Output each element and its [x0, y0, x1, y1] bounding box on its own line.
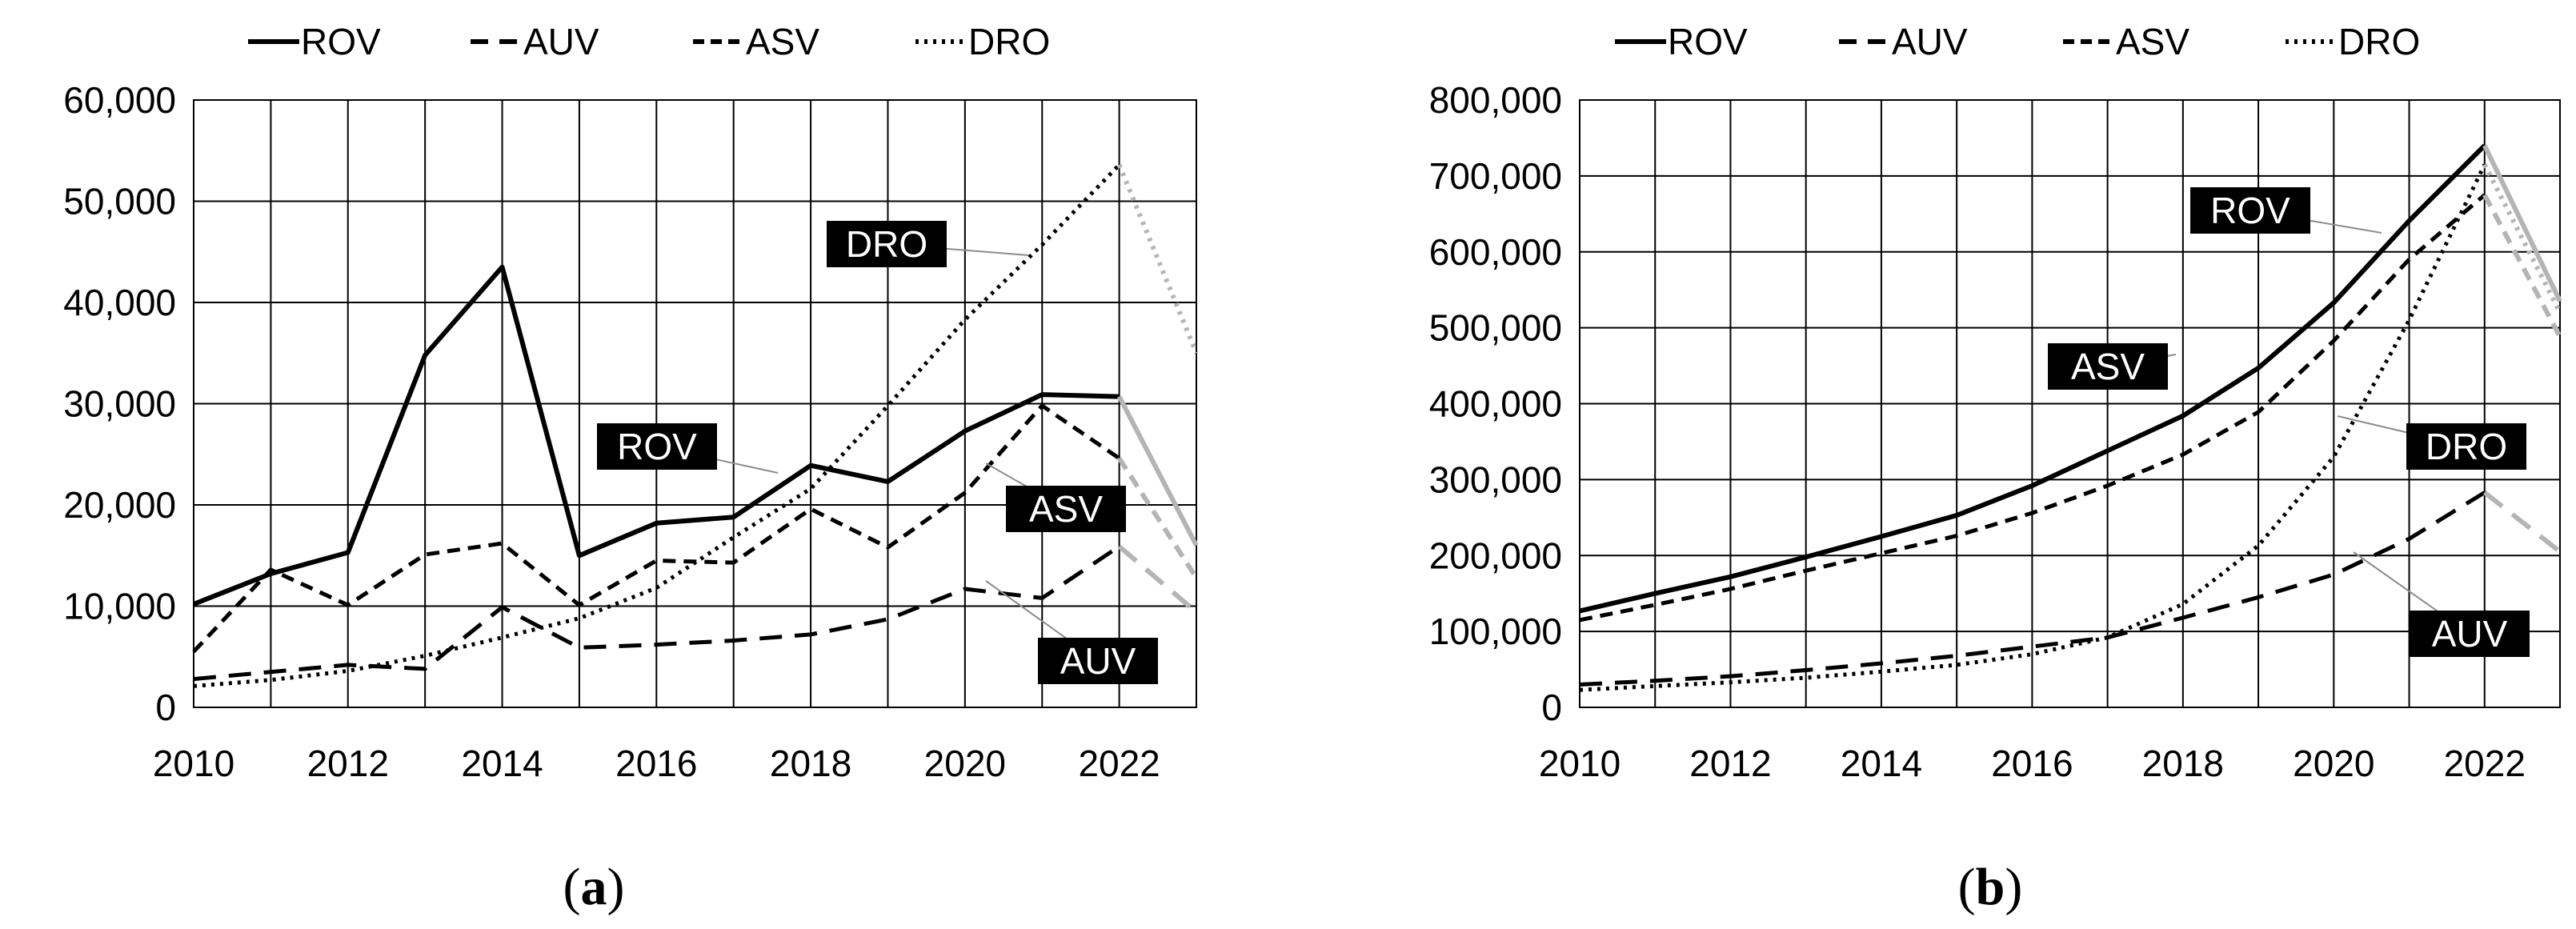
callout-box-rov [597, 423, 717, 470]
series-forecast-rov [1116, 395, 1199, 547]
callout-box-asv [1006, 486, 1126, 532]
y-tick-label: 600,000 [1429, 231, 1562, 273]
callout-box-rov [2190, 187, 2310, 234]
legend-label-auv: AUV [523, 21, 599, 62]
plot-frame [1579, 99, 2561, 708]
x-tick-label: 2010 [153, 743, 234, 784]
x-tick-label: 2016 [1991, 743, 2073, 784]
y-tick-label: 300,000 [1429, 458, 1562, 500]
legend-label-dro: DRO [968, 21, 1050, 62]
caption-b: (b) [1958, 858, 2023, 916]
legend-label-asv: ASV [2116, 21, 2189, 62]
legend-label-dro: DRO [2338, 21, 2420, 62]
callout-label-auv: AUV [1060, 640, 1136, 682]
y-tick-label: 400,000 [1429, 383, 1562, 425]
y-tick-label: 10,000 [63, 586, 176, 627]
series-forecast-rov [2482, 144, 2562, 302]
legend-label-auv: AUV [1892, 21, 1968, 62]
y-tick-label: 30,000 [63, 383, 176, 425]
x-tick-label: 2020 [924, 743, 1006, 784]
x-tick-label: 2012 [307, 743, 389, 784]
x-tick-label: 2022 [2444, 743, 2526, 784]
plot-frame [193, 99, 1197, 708]
series-forecast-auv [1117, 544, 1198, 615]
x-tick-label: 2014 [1841, 743, 1922, 784]
y-tick-label: 100,000 [1429, 611, 1562, 652]
series-line-auv [193, 544, 1120, 682]
series-forecast-dro [2482, 163, 2562, 314]
x-tick-label: 2022 [1078, 743, 1160, 784]
y-tick-label: 0 [155, 687, 176, 728]
series-line-asv [192, 403, 1121, 654]
y-tick-label: 700,000 [1429, 155, 1562, 197]
series-line-asv [1579, 193, 2486, 623]
series-line-rov [1579, 143, 2486, 614]
legend-label-rov: ROV [301, 21, 381, 62]
y-tick-label: 40,000 [63, 282, 176, 323]
callout-box-dro [2406, 423, 2526, 470]
series-line-rov [192, 264, 1120, 607]
caption-a: (a) [563, 858, 625, 916]
y-tick-label: 500,000 [1429, 307, 1562, 349]
x-tick-label: 2018 [2142, 743, 2224, 784]
callout-label-dro: DRO [846, 223, 927, 265]
y-tick-label: 60,000 [63, 79, 176, 121]
callout-box-auv [2410, 611, 2530, 657]
callout-label-auv: AUV [2432, 613, 2508, 655]
y-tick-label: 800,000 [1429, 79, 1562, 121]
legend-label-asv: ASV [746, 21, 819, 62]
callout-box-dro [827, 221, 947, 267]
x-tick-label: 2010 [1539, 743, 1621, 784]
callout-label-asv: ASV [1029, 488, 1103, 530]
x-tick-label: 2012 [1689, 743, 1771, 784]
y-tick-label: 50,000 [63, 181, 176, 222]
y-tick-label: 0 [1541, 687, 1562, 728]
callout-label-dro: DRO [2426, 426, 2507, 467]
series-forecast-dro [1116, 163, 1199, 354]
x-tick-label: 2018 [770, 743, 851, 784]
callout-label-asv: ASV [2071, 346, 2145, 387]
callout-label-rov: ROV [617, 426, 697, 467]
x-tick-label: 2016 [615, 743, 697, 784]
series-forecast-asv [2482, 194, 2562, 338]
x-tick-label: 2020 [2293, 743, 2374, 784]
y-tick-label: 200,000 [1429, 535, 1562, 576]
x-tick-label: 2014 [461, 743, 543, 784]
callout-label-rov: ROV [2210, 190, 2290, 231]
panel-a-chart: 0 10,000 20,000 30,000 40,000 50,000 60,000 201… [63, 21, 1199, 784]
legend-label-rov: ROV [1668, 21, 1748, 62]
series-forecast-asv [1117, 457, 1199, 579]
series-line-auv [1579, 491, 2486, 687]
series-line-dro [1579, 163, 2487, 692]
callout-box-auv [1038, 638, 1158, 684]
series-forecast-auv [2482, 491, 2562, 554]
panel-b-chart: 0 100,000 200,000 300,000 400,000 500,000 600,… [1429, 21, 2562, 784]
callout-box-asv [2048, 343, 2168, 390]
y-tick-label: 20,000 [63, 484, 176, 526]
